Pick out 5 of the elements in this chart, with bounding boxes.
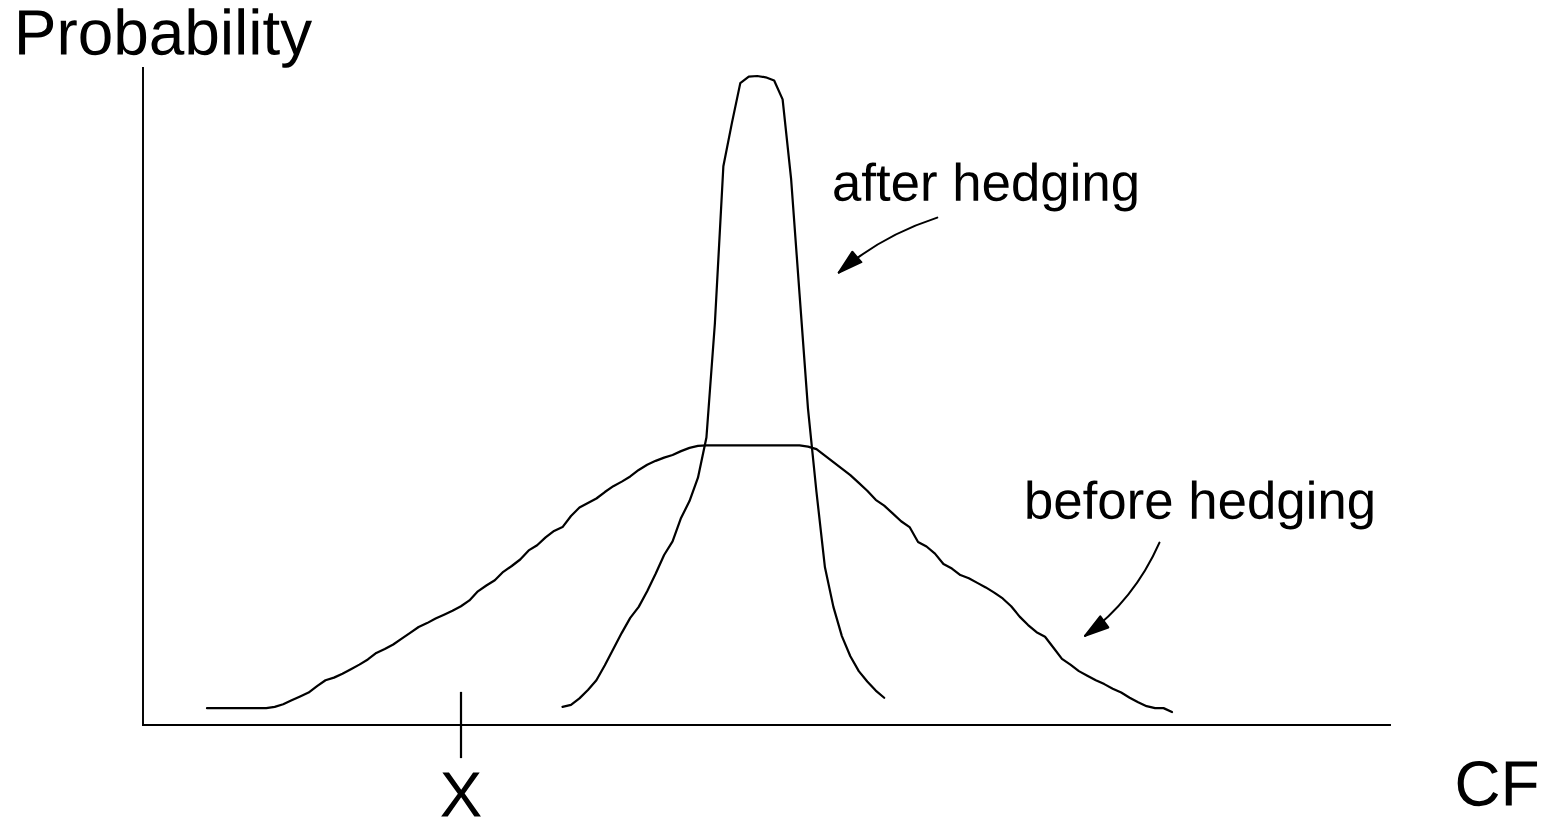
- series-label: before hedging: [1027, 480, 1373, 530]
- text: X: [441, 772, 481, 817]
- y-axis-title: Probability: [19, 8, 313, 68]
- x-axis-title: CF: [1457, 760, 1538, 807]
- series-label: after hedging: [834, 162, 1137, 212]
